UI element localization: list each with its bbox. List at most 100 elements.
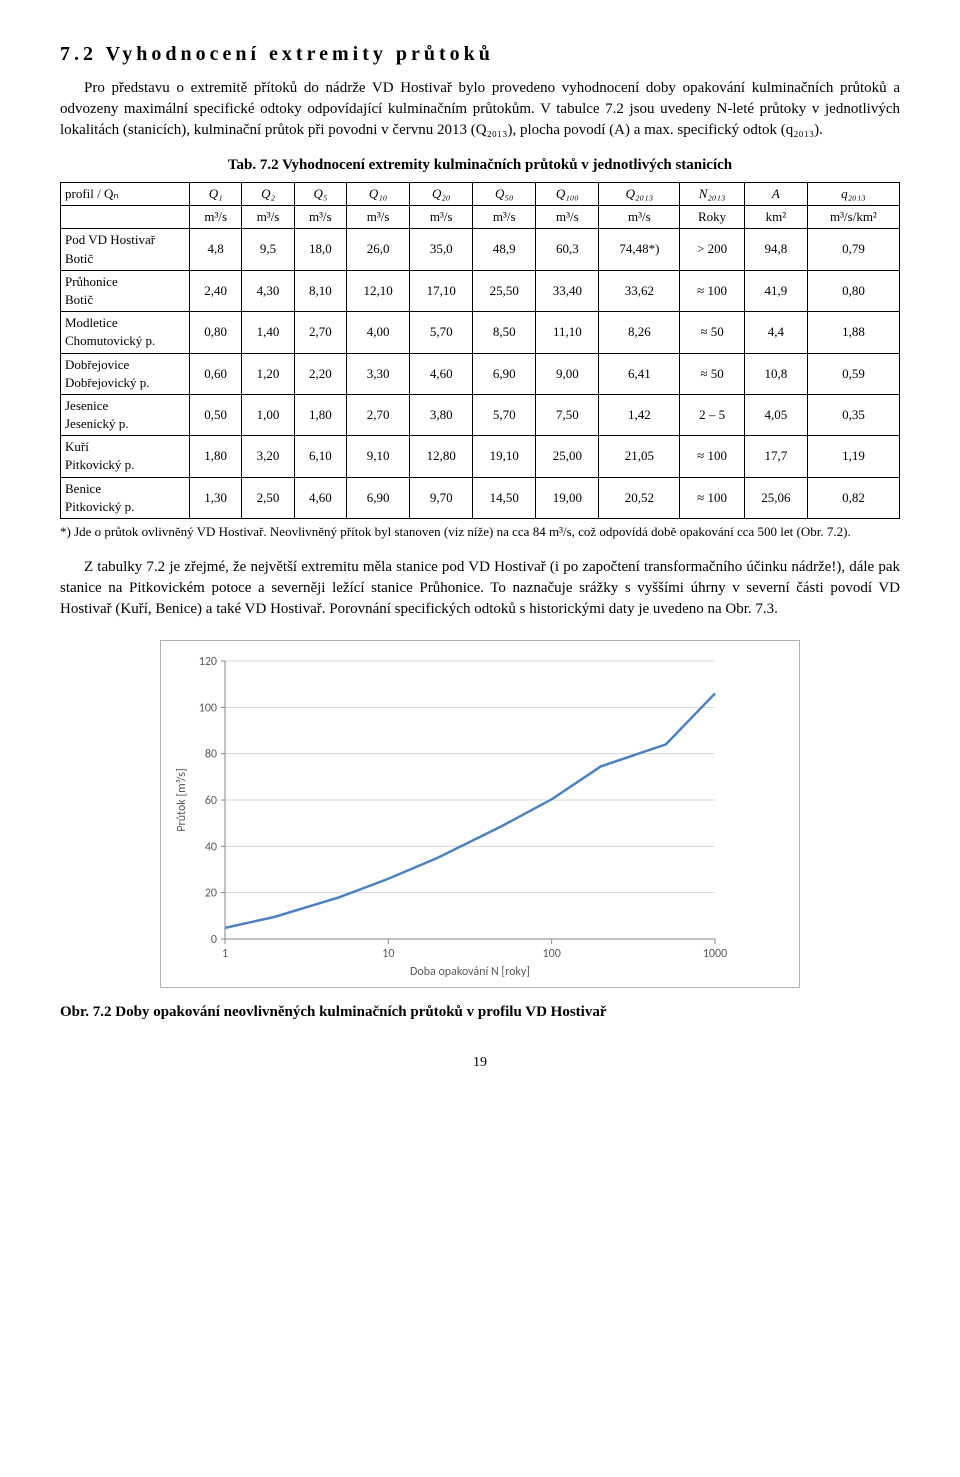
svg-text:120: 120 <box>199 655 217 669</box>
table-cell: 0,59 <box>807 353 899 394</box>
table-cell: 2,40 <box>190 270 242 311</box>
col-unit: m³/s/km² <box>807 206 899 229</box>
table-cell: 4,00 <box>347 312 410 353</box>
col-header: Q₅ <box>294 183 346 206</box>
table-row: JeseniceJesenický p.0,501,001,802,703,80… <box>61 394 900 435</box>
table-cell: ≈ 50 <box>680 353 744 394</box>
table-cell: 3,80 <box>410 394 473 435</box>
table-cell: 4,4 <box>744 312 807 353</box>
table-cell: 21,05 <box>599 436 680 477</box>
table-cell: 1,19 <box>807 436 899 477</box>
table-cell: 2,70 <box>347 394 410 435</box>
svg-text:100: 100 <box>199 702 217 716</box>
table-cell: 9,70 <box>410 477 473 518</box>
table-cell: ≈ 100 <box>680 270 744 311</box>
table-cell: 8,50 <box>473 312 536 353</box>
table-cell: 4,8 <box>190 229 242 270</box>
svg-text:20: 20 <box>205 887 217 901</box>
table-cell: 0,60 <box>190 353 242 394</box>
table-row: KuříPitkovický p.1,803,206,109,1012,8019… <box>61 436 900 477</box>
col-unit: Roky <box>680 206 744 229</box>
table-cell: 1,88 <box>807 312 899 353</box>
table-cell: 19,10 <box>473 436 536 477</box>
table-cell: 18,0 <box>294 229 346 270</box>
table-cell: 1,80 <box>190 436 242 477</box>
table-cell: 25,50 <box>473 270 536 311</box>
table-cell: 4,60 <box>294 477 346 518</box>
col-header: A <box>744 183 807 206</box>
table-cell: 4,60 <box>410 353 473 394</box>
table-cell: 0,80 <box>807 270 899 311</box>
table-cell: 5,70 <box>473 394 536 435</box>
table-cell: 2 – 5 <box>680 394 744 435</box>
col-header: Q₁₀ <box>347 183 410 206</box>
table-cell: 1,42 <box>599 394 680 435</box>
table-cell: 26,0 <box>347 229 410 270</box>
table-corner: profil / Qₙ <box>61 183 190 206</box>
col-unit: m³/s <box>599 206 680 229</box>
table-cell: 74,48*) <box>599 229 680 270</box>
col-header: Q₁ <box>190 183 242 206</box>
table-footnote: *) Jde o průtok ovlivněný VD Hostivař. N… <box>60 523 900 541</box>
table-cell: 25,00 <box>536 436 599 477</box>
table-row: PrůhoniceBotič2,404,308,1012,1017,1025,5… <box>61 270 900 311</box>
svg-text:0: 0 <box>211 933 217 947</box>
table-cell: 48,9 <box>473 229 536 270</box>
table-cell: 6,90 <box>347 477 410 518</box>
table-cell: 94,8 <box>744 229 807 270</box>
section-title-text: Vyhodnocení extremity průtoků <box>106 43 494 65</box>
flow-chart: 0204060801001201101001000Průtok [m³/s]Do… <box>167 651 727 981</box>
table-cell: 2,50 <box>242 477 294 518</box>
col-header: Q₁₀₀ <box>536 183 599 206</box>
col-unit: m³/s <box>190 206 242 229</box>
table-cell: 19,00 <box>536 477 599 518</box>
table-cell: 11,10 <box>536 312 599 353</box>
table-cell: 10,8 <box>744 353 807 394</box>
col-unit: m³/s <box>536 206 599 229</box>
table-cell: 0,79 <box>807 229 899 270</box>
table-cell: 6,10 <box>294 436 346 477</box>
table-cell: 6,90 <box>473 353 536 394</box>
chart-container: 0204060801001201101001000Průtok [m³/s]Do… <box>160 640 800 988</box>
table-row: ModleticeChomutovický p.0,801,402,704,00… <box>61 312 900 353</box>
table-cell: 25,06 <box>744 477 807 518</box>
col-unit: km² <box>744 206 807 229</box>
svg-text:10: 10 <box>382 947 394 961</box>
table-cell: 3,30 <box>347 353 410 394</box>
section-number: 7.2 <box>60 43 97 65</box>
col-unit: m³/s <box>473 206 536 229</box>
table-cell: 2,20 <box>294 353 346 394</box>
col-header: Q₂₀₁₃ <box>599 183 680 206</box>
table-cell: 4,05 <box>744 394 807 435</box>
col-header: Q₅₀ <box>473 183 536 206</box>
col-header: Q₂₀ <box>410 183 473 206</box>
table-cell: 7,50 <box>536 394 599 435</box>
table-cell: > 200 <box>680 229 744 270</box>
table-cell: 9,5 <box>242 229 294 270</box>
svg-text:1: 1 <box>222 947 228 961</box>
row-label: KuříPitkovický p. <box>61 436 190 477</box>
row-label: BenicePitkovický p. <box>61 477 190 518</box>
row-label: ModleticeChomutovický p. <box>61 312 190 353</box>
col-unit: m³/s <box>410 206 473 229</box>
table-cell: 4,30 <box>242 270 294 311</box>
table-cell: 14,50 <box>473 477 536 518</box>
section-heading: 7.2 Vyhodnocení extremity průtoků <box>60 40 900 68</box>
table-cell: ≈ 50 <box>680 312 744 353</box>
table-cell: 0,35 <box>807 394 899 435</box>
col-header: q₂₀₁₃ <box>807 183 899 206</box>
table-row: BenicePitkovický p.1,302,504,606,909,701… <box>61 477 900 518</box>
paragraph-2: Z tabulky 7.2 je zřejmé, že největší ext… <box>60 557 900 620</box>
svg-text:Doba opakování N [roky]: Doba opakování N [roky] <box>410 965 530 979</box>
table-cell: 9,00 <box>536 353 599 394</box>
table-cell: 33,40 <box>536 270 599 311</box>
table-cell: 12,10 <box>347 270 410 311</box>
svg-text:40: 40 <box>205 841 217 855</box>
table-cell: ≈ 100 <box>680 436 744 477</box>
table-cell: 20,52 <box>599 477 680 518</box>
table-cell: 2,70 <box>294 312 346 353</box>
svg-text:1000: 1000 <box>703 947 727 961</box>
col-unit: m³/s <box>242 206 294 229</box>
table-cell: 35,0 <box>410 229 473 270</box>
svg-text:Průtok [m³/s]: Průtok [m³/s] <box>175 769 189 832</box>
